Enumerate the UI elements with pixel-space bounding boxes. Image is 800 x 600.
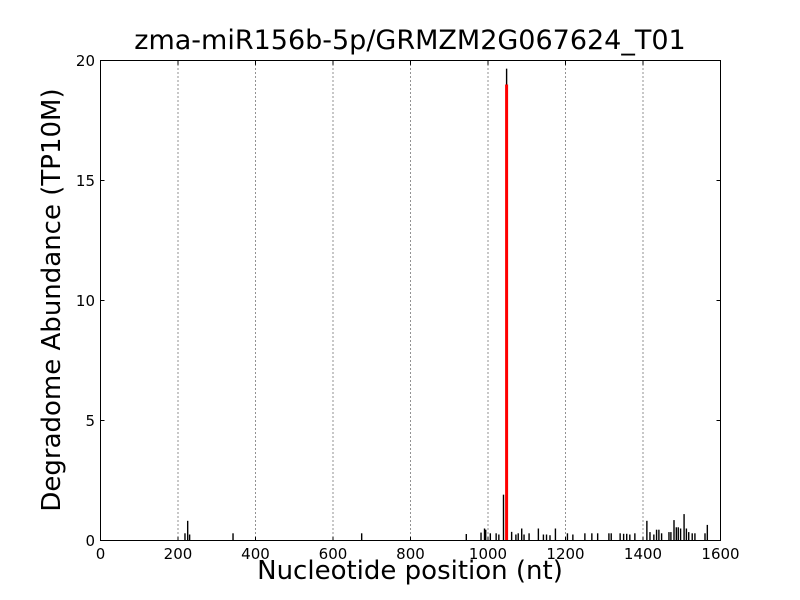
x-tick-label-800: 800: [396, 545, 425, 563]
x-tick-label-400: 400: [241, 545, 270, 563]
degradome-fragments-bar: [186, 520, 189, 541]
degradome-fragments-bar: [232, 533, 234, 541]
degradome-fragments-bar: [549, 535, 551, 541]
x-tick-label-1600: 1600: [701, 545, 740, 563]
degradome-fragments-bar: [649, 532, 651, 541]
y-tick-label-10: 10: [75, 291, 95, 310]
degradome-fragments-bar: [655, 529, 658, 541]
degradome-fragments-bar: [596, 533, 599, 541]
degradome-fragments-bar: [495, 533, 497, 541]
degradome-fragments-bar: [498, 534, 500, 541]
degradome-fragments-bar: [465, 534, 467, 541]
degradome-fragments-bar: [480, 532, 482, 541]
x-tick-label-0: 0: [95, 545, 106, 563]
degradome-fragments-bar: [658, 529, 660, 541]
chart-title: zma-miR156b-5p/GRMZM2G067624_T01: [134, 25, 686, 56]
degradome-fragments-bar: [685, 528, 688, 541]
x-tick-label-1400: 1400: [623, 545, 663, 563]
y-tick-label-20: 20: [75, 51, 95, 70]
y-tick-label-5: 5: [85, 411, 95, 430]
degradome-fragments-bar: [653, 534, 655, 541]
degradome-fragments-bar: [584, 533, 586, 541]
degradome-fragments-bar: [668, 532, 670, 541]
x-axis-label: Nucleotide position (nt): [257, 556, 563, 586]
degradome-fragments-bar: [554, 528, 557, 541]
degradome-fragments-bar: [542, 534, 545, 541]
degradome-fragments-bar: [660, 533, 663, 541]
degradome-fragments-bar: [515, 534, 517, 541]
degradome-fragments-bar: [523, 534, 525, 541]
degradome-fragments-bar: [629, 534, 631, 541]
degradome-fragments-bar: [184, 533, 186, 541]
y-tick-label-0: 0: [85, 531, 95, 550]
degradome-fragments-bar: [679, 528, 682, 541]
degradome-fragments-bar: [694, 533, 696, 541]
degradome-fragments-bar: [566, 533, 569, 541]
degradome-fragments-bar: [502, 494, 505, 541]
degradome-fragments-bar: [683, 514, 685, 541]
degradome-fragments-bar: [619, 533, 621, 541]
x-tick-label-200: 200: [163, 545, 193, 563]
degradome-fragments-bar: [670, 532, 672, 541]
degradome-fragments-bar: [646, 520, 648, 541]
degradome-fragments-bar: [489, 533, 492, 541]
degradome-fragments-bar: [691, 533, 693, 541]
degradome-fragments-bar: [591, 533, 593, 541]
degradome-fragments-bar: [484, 529, 487, 541]
degradome-fragments-bar: [677, 527, 679, 541]
degradome-fragments-bar: [675, 527, 678, 541]
y-tick-label-15: 15: [75, 171, 95, 190]
degradome-fragments-bar: [706, 524, 709, 541]
x-tick-label-1200: 1200: [546, 545, 585, 563]
degradome-fragments-bar: [704, 533, 706, 541]
degradome-fragments-bar: [517, 533, 519, 541]
degradome-fragments-bar: [528, 533, 530, 541]
mirna-cleavage-site-bar: [505, 84, 509, 541]
degradome-fragments-bar: [634, 533, 636, 541]
degradome-fragments-bar: [521, 528, 523, 541]
degradome-fragments-bar: [537, 528, 540, 541]
degradome-fragments-bar: [572, 534, 574, 541]
degradome-fragments-bar: [188, 534, 191, 541]
degradome-fragments-bar: [545, 534, 548, 541]
degradome-fragments-bar: [622, 533, 625, 541]
x-tick-label-1000: 1000: [468, 545, 508, 563]
degradome-fragments-bar: [360, 533, 363, 541]
degradome-fragments-bar: [626, 533, 628, 541]
degradome-fragments-bar: [673, 520, 675, 541]
degradome-fragments-bar: [610, 533, 612, 541]
degradome-fragments-bar: [608, 533, 610, 541]
degradome-fragments-bar: [483, 528, 486, 541]
x-tick-label-600: 600: [318, 545, 348, 563]
degradome-fragments-bar: [688, 532, 690, 541]
degradome-fragments-bar: [510, 531, 513, 541]
